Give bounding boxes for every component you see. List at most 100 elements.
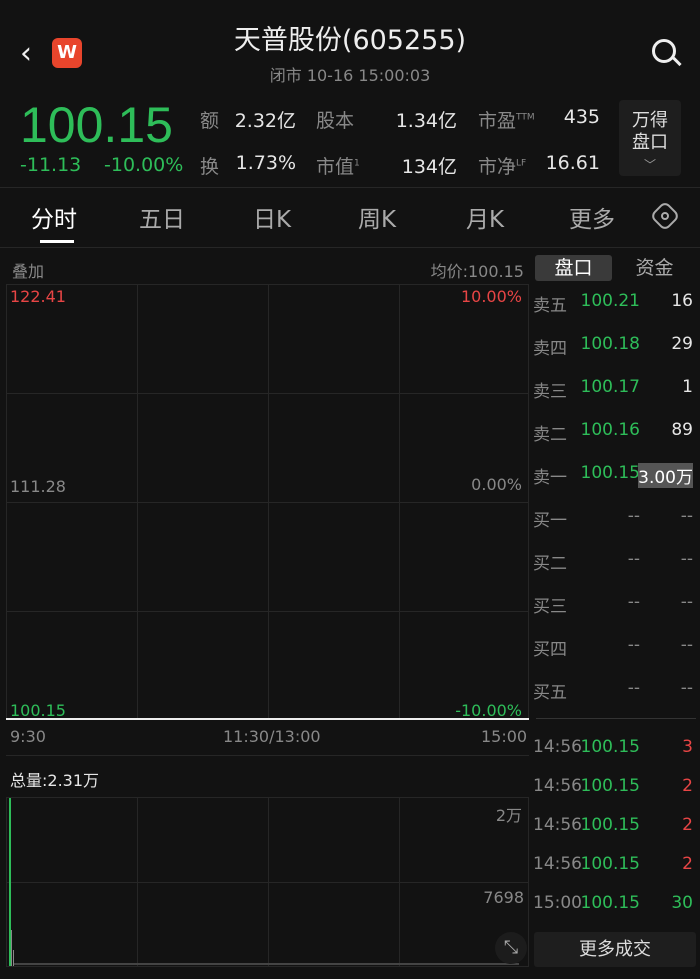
trade-price: 100.15 [580,854,640,874]
stat-value: 16.61 [545,152,600,174]
trade-time: 14:56 [533,854,582,874]
stat-value: 2.32亿 [234,110,296,132]
stat-value: 1.73% [235,152,296,174]
current-price: 100.15 [20,97,173,153]
search-icon[interactable] [652,39,676,63]
tab-underline [40,240,74,243]
avg-price: 均价:100.15 [430,262,524,281]
overlay-button[interactable]: 叠加 [12,262,45,281]
y-low-label: 100.15 [10,701,66,720]
orderbook-price: 100.18 [580,334,640,354]
orderbook-volume: -- [680,635,693,655]
stat-value: 1.34亿 [395,110,457,132]
orderbook-volume: 16 [671,291,693,311]
trade-time: 15:00 [533,893,582,913]
trade-volume: 3 [682,737,693,757]
expand-icon[interactable]: ⤡ [495,932,527,964]
orderbook-price: 100.16 [580,420,640,440]
wind-label: 盘口 [632,132,668,153]
volume-bars-low [14,963,519,965]
chevron-down-icon: ﹀ [643,158,656,172]
volume-bar [11,930,12,966]
wind-label: 万得 [632,110,668,131]
more-trades-button[interactable]: 更多成交 [534,932,696,967]
stat-label: 市值1 [316,156,360,178]
orderbook-label: 卖二 [533,425,567,445]
y-high-label: 122.41 [10,287,66,306]
orderbook-label: 卖四 [533,339,567,359]
orderbook-volume: 89 [671,420,693,440]
wind-orderbook-button[interactable]: 万得 盘口 ﹀ [619,100,681,176]
panel-tab-funds[interactable]: 资金 [635,257,674,279]
trade-volume: 30 [671,893,693,913]
tab-0[interactable]: 分时 [31,207,77,233]
app-logo: W [52,38,82,68]
trade-volume: 2 [682,776,693,796]
orderbook-volume: -- [680,549,693,569]
price-change-pct: -10.00% [104,154,184,176]
trade-volume: 2 [682,854,693,874]
tab-5[interactable]: 更多 [569,207,615,233]
orderbook-label: 卖一 [533,468,567,488]
orderbook-price: 100.21 [580,291,640,311]
stock-title: 天普股份(605255) [233,25,467,56]
trade-volume: 2 [682,815,693,835]
orderbook-volume: 29 [671,334,693,354]
orderbook-price: -- [627,549,640,569]
stat-label: 额 [200,110,220,132]
market-status: 闭市 10-16 15:00:03 [269,66,431,85]
stat-value: 435 [563,106,600,128]
vol-mid-label: 7698 [483,888,524,907]
orderbook-label: 买三 [533,597,567,617]
trade-price: 100.15 [580,893,640,913]
tab-4[interactable]: 月K [466,207,505,233]
volume-bar [13,950,14,966]
settings-icon-dot [661,212,669,220]
stat-label: 市盈TTM [478,110,535,132]
orderbook-volume: 3.00万 [638,463,693,488]
tab-3[interactable]: 周K [358,207,397,233]
x-label: 15:00 [481,727,528,746]
trade-price: 100.15 [580,737,640,757]
orderbook-label: 买一 [533,511,567,531]
trade-time: 14:56 [533,737,582,757]
pct-high-label: 10.00% [460,287,522,306]
orderbook-label: 卖五 [533,296,567,316]
tab-1[interactable]: 五日 [139,207,185,233]
pct-low-label: -10.00% [455,701,522,720]
orderbook-volume: -- [680,592,693,612]
orderbook-label: 卖三 [533,382,567,402]
price-change: -11.13 [20,154,82,176]
orderbook-label: 买五 [533,683,567,703]
volume-total: 总量:2.31万 [10,771,100,790]
trade-time: 14:56 [533,776,582,796]
orderbook-price: -- [627,635,640,655]
orderbook-price: 100.15 [580,463,640,483]
stat-value: 134亿 [401,156,457,178]
stat-label: 市净LF [478,156,527,178]
trade-price: 100.15 [580,776,640,796]
orderbook-price: -- [627,506,640,526]
pct-mid-label: 0.00% [471,475,522,494]
orderbook-volume: -- [680,506,693,526]
y-mid-label: 111.28 [10,477,66,496]
panel-tab-orderbook[interactable]: 盘口 [535,255,612,281]
tab-2[interactable]: 日K [253,207,292,233]
x-label: 11:30/13:00 [223,727,321,746]
back-button[interactable]: ‹ [20,36,32,71]
stat-label: 换 [200,156,220,178]
orderbook-price: -- [627,678,640,698]
trade-price: 100.15 [580,815,640,835]
orderbook-volume: -- [680,678,693,698]
orderbook-label: 买二 [533,554,567,574]
trade-time: 14:56 [533,815,582,835]
orderbook-price: -- [627,592,640,612]
vol-high-label: 2万 [495,806,522,825]
orderbook-price: 100.17 [580,377,640,397]
stat-label: 股本 [316,110,355,132]
price-line [6,718,529,720]
x-label: 9:30 [10,727,46,746]
volume-bar [9,798,11,966]
orderbook-volume: 1 [682,377,693,397]
orderbook-label: 买四 [533,640,567,660]
